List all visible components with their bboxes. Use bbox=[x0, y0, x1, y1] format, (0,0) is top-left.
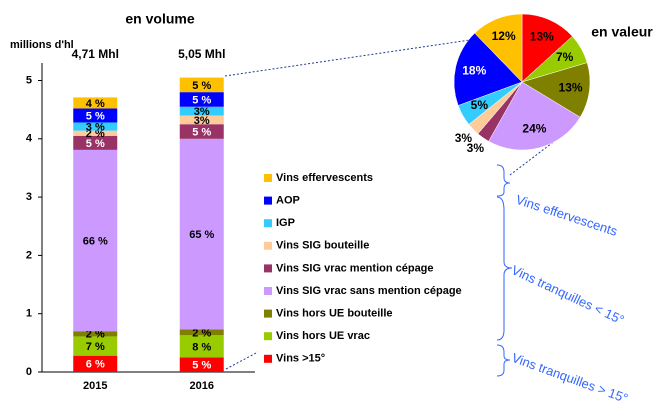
bar-segment bbox=[179, 106, 224, 116]
data-label: 7 % bbox=[86, 341, 105, 353]
legend-label: Vins SIG vrac mention cépage bbox=[276, 262, 434, 274]
bar-segment bbox=[73, 331, 118, 337]
legend-swatch bbox=[264, 354, 272, 363]
data-label: 18% bbox=[462, 63, 486, 77]
pie-slice bbox=[521, 62, 591, 118]
data-label: 2 % bbox=[86, 329, 105, 341]
legend-swatch bbox=[264, 332, 272, 341]
bar-segment bbox=[179, 329, 224, 336]
data-label: 13% bbox=[530, 29, 554, 43]
pie-slice bbox=[453, 32, 523, 106]
data-label: 13% bbox=[559, 80, 583, 94]
legend-swatch bbox=[264, 287, 272, 295]
brace bbox=[496, 196, 513, 341]
data-label: 3% bbox=[467, 141, 485, 155]
data-label: 5 % bbox=[192, 126, 211, 138]
legend-swatch bbox=[264, 264, 272, 273]
legend-label: Vins hors UE bouteille bbox=[276, 308, 393, 320]
data-label: 6 % bbox=[86, 359, 105, 371]
legend-label: Vins hors UE vrac bbox=[276, 330, 370, 342]
bar-segment bbox=[73, 108, 118, 123]
data-label: 24% bbox=[522, 122, 546, 136]
legend-label: Vins >15° bbox=[276, 353, 325, 365]
legend-swatch bbox=[264, 309, 272, 318]
bar-segment bbox=[73, 149, 118, 332]
bar-segment bbox=[73, 135, 118, 150]
data-label: 5 % bbox=[86, 138, 105, 150]
data-label: 5 % bbox=[192, 80, 211, 92]
bar-segment bbox=[179, 335, 224, 358]
annotation: Vins tranquilles > 15° bbox=[510, 350, 630, 403]
data-label: 2 % bbox=[86, 128, 105, 140]
data-label: 8 % bbox=[192, 341, 211, 353]
y-axis-label: millions d'hl bbox=[10, 39, 74, 51]
bar-segment bbox=[179, 92, 224, 107]
x-tick-label: 2016 bbox=[190, 380, 214, 392]
bar-segment bbox=[179, 124, 224, 139]
total-label: 5,05 Mhl bbox=[178, 47, 225, 61]
data-label: 4 % bbox=[86, 98, 105, 110]
legend-label: Vins SIG vrac sans mention cépage bbox=[276, 285, 462, 297]
y-tick-label: 4 bbox=[26, 133, 33, 145]
bar-segment bbox=[73, 130, 118, 136]
bar-segment bbox=[73, 355, 118, 372]
legend-swatch bbox=[264, 219, 272, 228]
brace bbox=[496, 344, 511, 377]
legend-swatch bbox=[264, 241, 272, 250]
data-label: 66 % bbox=[83, 235, 108, 247]
annotation: Vins tranquilles < 15° bbox=[509, 262, 626, 327]
legend-label: Vins SIG bouteille bbox=[276, 240, 369, 252]
data-label: 2 % bbox=[192, 327, 211, 339]
data-label: 3% bbox=[194, 106, 210, 118]
legend-swatch bbox=[264, 196, 272, 205]
connector bbox=[224, 39, 471, 77]
data-label: 3% bbox=[455, 131, 473, 145]
pie-title: en valeur bbox=[591, 24, 653, 40]
pie-slice bbox=[488, 81, 581, 151]
data-label: 3% bbox=[194, 115, 210, 127]
bar-segment bbox=[179, 138, 224, 330]
bar-segment bbox=[179, 115, 224, 125]
chart-title: en volume bbox=[125, 11, 194, 27]
y-tick-label: 5 bbox=[26, 74, 32, 86]
pie-slice bbox=[521, 13, 573, 83]
y-tick-label: 3 bbox=[26, 191, 32, 203]
data-label: 5% bbox=[471, 98, 489, 112]
connector bbox=[225, 351, 259, 370]
bar-segment bbox=[73, 336, 118, 356]
y-tick-label: 0 bbox=[26, 366, 32, 378]
data-label: 65 % bbox=[189, 229, 214, 241]
legend-label: AOP bbox=[276, 195, 300, 207]
pie-slice bbox=[474, 13, 523, 83]
annotation: Vins effervescents bbox=[514, 192, 620, 239]
total-label: 4,71 Mhl bbox=[72, 47, 119, 61]
data-label: 5 % bbox=[86, 110, 105, 122]
data-label: 7% bbox=[556, 50, 574, 64]
x-tick-label: 2015 bbox=[83, 380, 107, 392]
y-tick-label: 2 bbox=[26, 249, 32, 261]
data-label: 5 % bbox=[192, 94, 211, 106]
brace bbox=[496, 164, 511, 197]
data-label: 5 % bbox=[192, 360, 211, 372]
y-tick-label: 1 bbox=[26, 308, 32, 320]
bar-segment bbox=[73, 97, 118, 109]
data-label: 12% bbox=[492, 29, 516, 43]
legend-swatch bbox=[264, 174, 272, 182]
legend-label: Vins effervescents bbox=[276, 172, 373, 184]
bar-segment bbox=[179, 357, 224, 372]
legend-label: IGP bbox=[276, 217, 295, 229]
data-label: 3 % bbox=[86, 121, 105, 133]
bar-segment bbox=[73, 122, 118, 131]
bar-segment bbox=[179, 77, 224, 93]
connector bbox=[509, 139, 557, 176]
